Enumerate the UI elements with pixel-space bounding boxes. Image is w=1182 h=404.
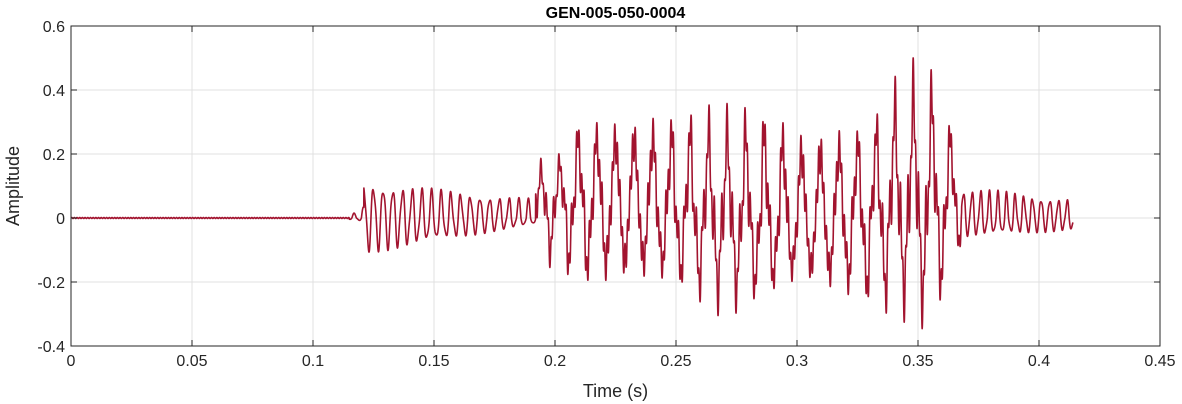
- x-tick-label: 0.4: [1028, 353, 1050, 370]
- y-axis-title: Amplitude: [3, 146, 23, 226]
- tick-marks: [70, 25, 1161, 347]
- y-tick-label: -0.2: [37, 275, 65, 292]
- x-tick-label: 0.15: [418, 353, 449, 370]
- y-tick-label: 0: [56, 211, 65, 228]
- y-tick-label: -0.4: [37, 339, 65, 356]
- axes-box: [70, 25, 1161, 347]
- tick-labels: 0 0.05 0.1 0.15 0.2 0.25 0.3 0.35 0.4 0.45 -0.4 -0.…: [37, 19, 1175, 370]
- plot-area: [70, 57, 1074, 330]
- waveform-series-line: [70, 57, 1074, 330]
- y-tick-label: 0.4: [43, 83, 65, 100]
- x-tick-label: 0.2: [544, 353, 566, 370]
- y-tick-label: 0.6: [43, 19, 65, 36]
- x-tick-label: 0.35: [902, 353, 933, 370]
- x-tick-label: 0.05: [176, 353, 207, 370]
- x-tick-label: 0.3: [786, 353, 808, 370]
- x-tick-label: 0.25: [660, 353, 691, 370]
- x-tick-label: 0.45: [1144, 353, 1175, 370]
- x-axis-title: Time (s): [583, 381, 648, 401]
- x-tick-label: 0: [67, 353, 76, 370]
- y-tick-label: 0.2: [43, 147, 65, 164]
- x-tick-label: 0.1: [302, 353, 324, 370]
- chart-title: GEN-005-050-0004: [546, 5, 686, 22]
